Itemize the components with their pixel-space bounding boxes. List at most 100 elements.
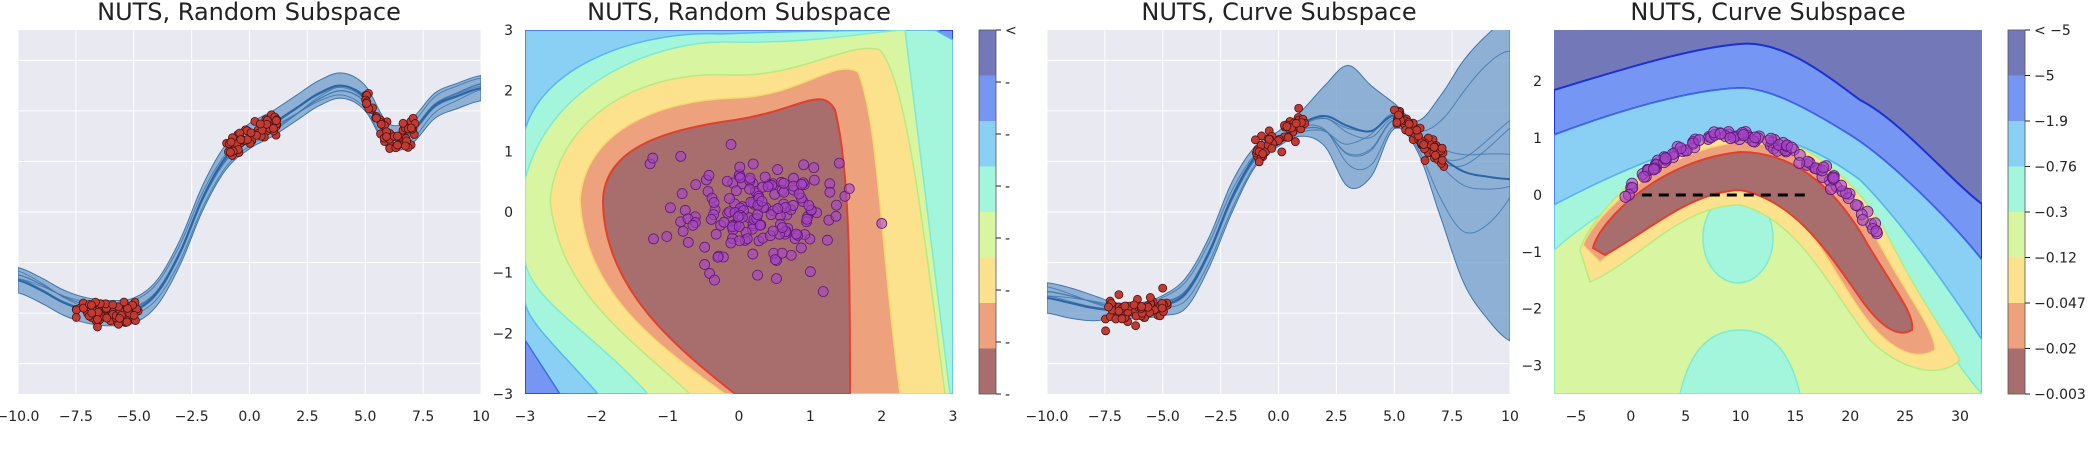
colorbar-tick-label: −0.12 — [2034, 251, 2077, 267]
y-tick-label: 0 — [504, 205, 513, 221]
data-point — [1104, 302, 1113, 312]
posterior-sample — [648, 233, 659, 245]
data-point — [1114, 306, 1124, 316]
posterior-sample — [756, 195, 768, 207]
data-point — [1129, 300, 1139, 310]
data-point — [1145, 293, 1155, 302]
x-tick-label: 15 — [1787, 409, 1805, 425]
posterior-sample — [776, 247, 788, 259]
posterior-sample — [1793, 157, 1806, 169]
posterior-sample — [1737, 129, 1750, 141]
panel-4: NUTS, Curve Subspace −5 0 5 10 15 20 25 30 −3−2… — [1521, 0, 2085, 425]
posterior-sample — [824, 186, 836, 198]
panel-1-title: NUTS, Random Subspace — [97, 0, 401, 26]
x-tick-label: 20 — [1841, 409, 1859, 425]
data-point — [102, 313, 112, 323]
data-point — [393, 140, 402, 150]
posterior-sample — [1749, 131, 1762, 144]
posterior-sample — [762, 181, 774, 193]
posterior-sample — [1693, 134, 1706, 146]
posterior-sample — [721, 175, 733, 187]
posterior-sample — [752, 269, 763, 281]
posterior-sample — [1659, 152, 1672, 165]
colorbar-segment — [2008, 75, 2025, 121]
posterior-sample — [876, 218, 888, 229]
colorbar-segment — [2008, 303, 2025, 349]
posterior-sample — [687, 219, 699, 231]
data-point — [1437, 143, 1447, 153]
posterior-sample — [1765, 132, 1777, 145]
data-point — [1431, 150, 1440, 160]
colorbar-tick-label: −0.003 — [2034, 387, 2086, 403]
colorbar-tick-label: −0.3 — [2034, 205, 2068, 221]
colorbar-tick-label: −0.047 — [2034, 296, 2086, 312]
x-tick-label: −7.5 — [59, 409, 93, 425]
colorbar-segment — [979, 75, 996, 121]
x-tick-label: 5.0 — [354, 409, 376, 425]
data-point — [1101, 326, 1110, 336]
posterior-sample — [795, 242, 807, 254]
posterior-sample — [776, 222, 788, 233]
x-tick-label: 7.5 — [412, 409, 434, 425]
colorbar-tick-label: < — [1005, 23, 1017, 39]
data-point — [1131, 321, 1141, 331]
panel-4-contours — [1554, 30, 1982, 394]
posterior-sample — [1619, 190, 1632, 203]
x-tick-label: −10.0 — [1026, 409, 1069, 425]
data-point — [376, 119, 386, 129]
posterior-sample — [730, 185, 742, 197]
x-tick-label: −2.5 — [1204, 409, 1238, 425]
data-point — [1404, 127, 1414, 137]
x-tick-label: −10.0 — [0, 409, 39, 425]
posterior-sample — [705, 213, 717, 225]
data-point — [1294, 103, 1304, 113]
data-point — [246, 128, 256, 138]
data-point — [1283, 133, 1293, 142]
data-point — [1137, 302, 1146, 311]
x-tick-label: 1 — [806, 409, 815, 425]
data-point — [1254, 157, 1264, 167]
posterior-sample — [1714, 127, 1727, 140]
data-point — [393, 131, 402, 141]
posterior-sample — [664, 202, 676, 214]
data-point — [236, 135, 246, 144]
posterior-sample — [803, 200, 815, 211]
colorbar-segment — [2008, 212, 2025, 258]
data-point — [406, 123, 416, 133]
panel-2-posterior-samples — [644, 139, 888, 297]
panel-4-x-ticks: −5 0 5 10 15 20 25 30 — [1566, 409, 1969, 425]
x-tick-label: 7.5 — [1441, 409, 1463, 425]
posterior-sample — [778, 186, 790, 198]
panel-3: NUTS, Curve Subspace −10.0 −7.5 −5.0 −2.5 0.… — [1026, 0, 1519, 425]
data-point — [1290, 137, 1300, 147]
data-point — [1437, 155, 1447, 165]
data-point — [398, 118, 408, 128]
data-point — [382, 132, 391, 142]
data-point — [1419, 140, 1429, 150]
x-tick-label: 0.0 — [1267, 409, 1289, 425]
data-point — [108, 300, 118, 310]
posterior-sample — [712, 251, 724, 263]
data-point — [401, 141, 410, 151]
x-tick-label: 30 — [1951, 409, 1969, 425]
panel-2-x-ticks: −3 −2 −1 0 1 2 3 — [515, 409, 958, 425]
x-tick-label: 5 — [1681, 409, 1690, 425]
posterior-sample — [772, 164, 783, 175]
y-tick-label: 2 — [1533, 74, 1542, 90]
posterior-sample — [804, 266, 816, 278]
colorbar-tick-label: −0.76 — [2034, 160, 2077, 176]
x-tick-label: 10 — [472, 409, 490, 425]
contour-level-8 — [1554, 30, 1982, 204]
data-point — [1282, 122, 1292, 131]
posterior-sample — [771, 273, 782, 285]
data-point — [271, 116, 281, 125]
colorbar-tick-label: < −5 — [2034, 23, 2071, 39]
panel-4-title: NUTS, Curve Subspace — [1630, 0, 1905, 26]
colorbar-segment — [979, 303, 996, 349]
panel-2-y-ticks: −3 −2 −1 0 1 2 3 — [492, 23, 513, 403]
x-tick-label: −5.0 — [1146, 409, 1180, 425]
data-point — [1157, 303, 1167, 313]
contour-level-5-lower — [1679, 329, 1801, 394]
posterior-sample — [785, 249, 797, 261]
posterior-sample — [833, 157, 845, 169]
